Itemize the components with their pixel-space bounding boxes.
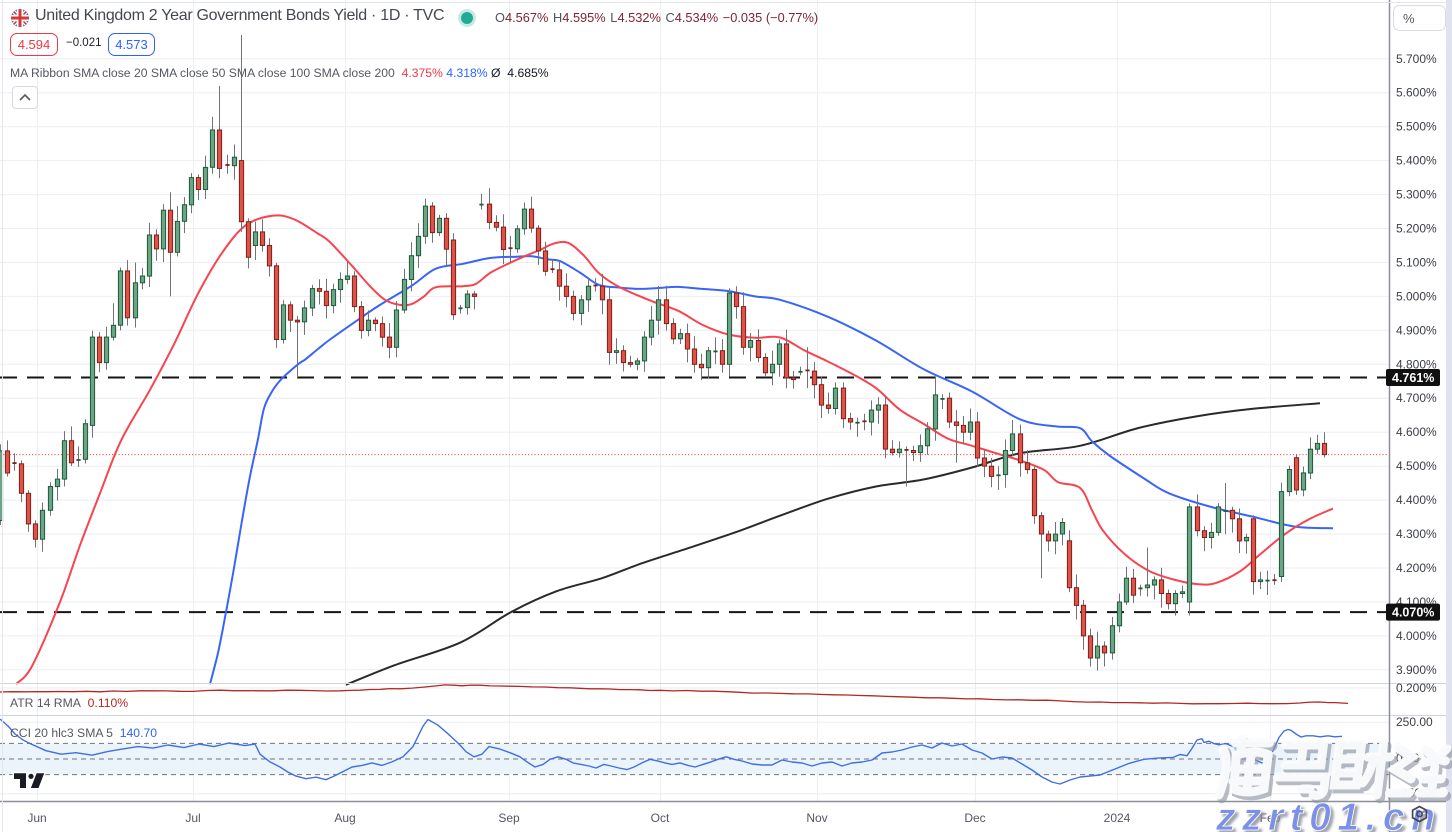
svg-text:2024: 2024 [1104, 811, 1131, 825]
svg-text:Sep: Sep [498, 811, 520, 825]
svg-text:4.761%: 4.761% [1392, 371, 1434, 385]
svg-text:Feb: Feb [1260, 811, 1281, 825]
svg-text:5.400%: 5.400% [1396, 154, 1437, 168]
svg-text:5.500%: 5.500% [1396, 120, 1437, 134]
svg-text:%: % [1403, 11, 1415, 26]
svg-text:Oct: Oct [651, 811, 670, 825]
svg-text:Jun: Jun [27, 811, 46, 825]
svg-text:5.200%: 5.200% [1396, 222, 1437, 236]
svg-text:4.000%: 4.000% [1396, 629, 1437, 643]
svg-text:4.800%: 4.800% [1396, 357, 1437, 371]
svg-text:Dec: Dec [964, 811, 985, 825]
svg-text:zzrt01.cn: zzrt01.cn [1215, 796, 1441, 832]
svg-text:5.700%: 5.700% [1396, 52, 1437, 66]
svg-text:4.300%: 4.300% [1396, 527, 1437, 541]
svg-text:5.600%: 5.600% [1396, 86, 1437, 100]
svg-text:4.500%: 4.500% [1396, 459, 1437, 473]
svg-text:0.200%: 0.200% [1396, 681, 1437, 695]
svg-text:Jul: Jul [185, 811, 200, 825]
svg-text:5.100%: 5.100% [1396, 256, 1437, 270]
svg-text:4.400%: 4.400% [1396, 493, 1437, 507]
svg-text:5.300%: 5.300% [1396, 188, 1437, 202]
svg-text:Aug: Aug [334, 811, 355, 825]
svg-text:4.070%: 4.070% [1392, 606, 1434, 620]
svg-text:4.200%: 4.200% [1396, 561, 1437, 575]
svg-text:4.700%: 4.700% [1396, 391, 1437, 405]
svg-text:250.00: 250.00 [1396, 715, 1433, 729]
svg-text:4.900%: 4.900% [1396, 323, 1437, 337]
svg-text:4.600%: 4.600% [1396, 425, 1437, 439]
svg-text:3.900%: 3.900% [1396, 663, 1437, 677]
svg-text:Nov: Nov [806, 811, 827, 825]
svg-text:5.000%: 5.000% [1396, 289, 1437, 303]
